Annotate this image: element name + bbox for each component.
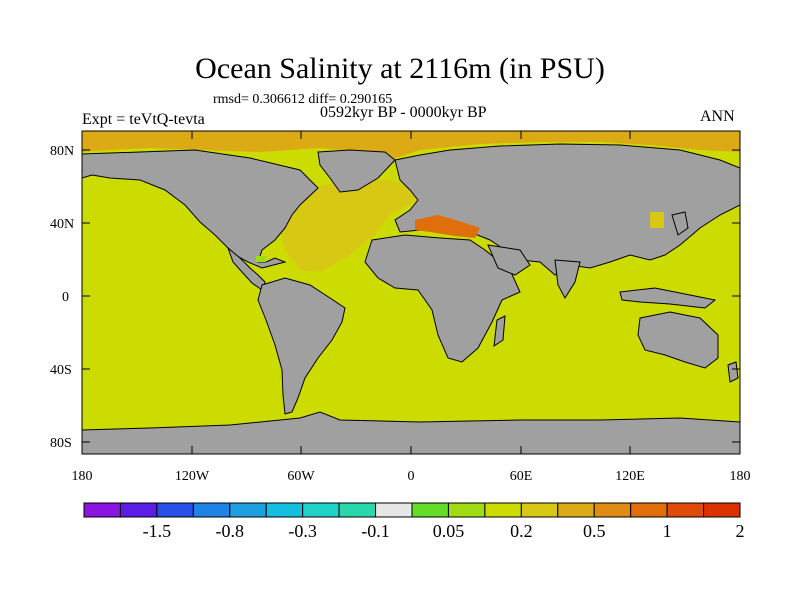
colorbar-swatch bbox=[119, 502, 158, 518]
x-label-120w: 120W bbox=[175, 469, 210, 484]
colorbar-swatch bbox=[375, 502, 413, 518]
colorbar-swatch bbox=[666, 502, 705, 518]
y-axis-ticks bbox=[82, 149, 740, 443]
colorbar-swatch bbox=[520, 502, 559, 518]
colorbar-label: -0.1 bbox=[361, 521, 390, 541]
land-new-zealand bbox=[727, 361, 739, 383]
colorbar-swatch bbox=[302, 502, 340, 518]
colorbar-swatch bbox=[265, 502, 304, 518]
experiment-label: Expt = teVtQ-tevta bbox=[82, 111, 205, 128]
colorbar-label: 2 bbox=[736, 521, 745, 541]
land-madagascar bbox=[493, 315, 506, 348]
land-arabia bbox=[487, 244, 531, 276]
y-label-0: 0 bbox=[62, 290, 69, 305]
land-africa bbox=[364, 234, 521, 363]
colorbar-label: -0.3 bbox=[288, 521, 317, 541]
land-greenland bbox=[317, 149, 396, 193]
colorbar-swatch bbox=[703, 502, 741, 518]
mediterranean-salinity-region bbox=[415, 215, 480, 238]
colorbar-swatch bbox=[229, 502, 267, 518]
x-label-180e: 180 bbox=[730, 469, 751, 484]
period-label: 0592kyr BP - 0000kyr BP bbox=[320, 104, 487, 121]
colorbar-swatch bbox=[447, 502, 486, 518]
map-title: Ocean Salinity at 2116m (in PSU) bbox=[195, 52, 605, 85]
colorbar-swatch bbox=[484, 502, 522, 518]
colorbar-label: 0.05 bbox=[433, 521, 465, 541]
x-label-0: 0 bbox=[408, 469, 415, 484]
colorbar-swatch bbox=[338, 502, 377, 518]
colorbar-swatch bbox=[156, 502, 194, 518]
colorbar-label: -1.5 bbox=[143, 521, 172, 541]
y-label-40n: 40N bbox=[50, 217, 74, 232]
season-label: ANN bbox=[700, 108, 735, 125]
y-label-80s: 80S bbox=[50, 436, 72, 451]
land-north-america bbox=[82, 149, 319, 269]
y-label-40s: 40S bbox=[50, 363, 72, 378]
colorbar-label: 0.2 bbox=[510, 521, 533, 541]
x-label-60w: 60W bbox=[287, 469, 315, 484]
caribbean-salinity-region bbox=[256, 256, 266, 262]
colorbar-swatch bbox=[192, 502, 231, 518]
x-label-120e: 120E bbox=[615, 469, 645, 484]
colorbar-label: -0.8 bbox=[216, 521, 245, 541]
land-antarctica bbox=[82, 411, 740, 454]
map-area bbox=[82, 131, 740, 454]
land-australia bbox=[637, 311, 719, 369]
stats-text: rmsd= 0.306612 diff= 0.290165 bbox=[213, 92, 393, 107]
land-indonesia bbox=[619, 287, 717, 309]
east-asia-salinity-region bbox=[650, 212, 664, 228]
land-japan bbox=[671, 211, 689, 236]
colorbar-swatch bbox=[557, 502, 595, 518]
x-label-180w: 180 bbox=[72, 469, 93, 484]
land-south-america bbox=[257, 277, 346, 415]
colorbar-label: 0.5 bbox=[583, 521, 606, 541]
colorbar-labels: -1.5 -0.8 -0.3 -0.1 0.05 0.2 0.5 1 2 bbox=[143, 521, 745, 541]
colorbar bbox=[83, 502, 741, 518]
x-label-60e: 60E bbox=[510, 469, 533, 484]
land-eurasia bbox=[394, 143, 740, 276]
land-layer bbox=[82, 143, 740, 454]
north-atlantic-salinity-region bbox=[280, 178, 420, 272]
x-axis-ticks bbox=[81, 131, 741, 454]
colorbar-swatch bbox=[411, 502, 449, 518]
y-label-80n: 80N bbox=[50, 144, 74, 159]
colorbar-swatch bbox=[593, 502, 632, 518]
colorbar-label: 1 bbox=[663, 521, 672, 541]
colorbar-swatch bbox=[83, 502, 121, 518]
arctic-salinity-region bbox=[82, 131, 740, 160]
land-india bbox=[554, 259, 581, 299]
colorbar-swatch bbox=[630, 502, 668, 518]
